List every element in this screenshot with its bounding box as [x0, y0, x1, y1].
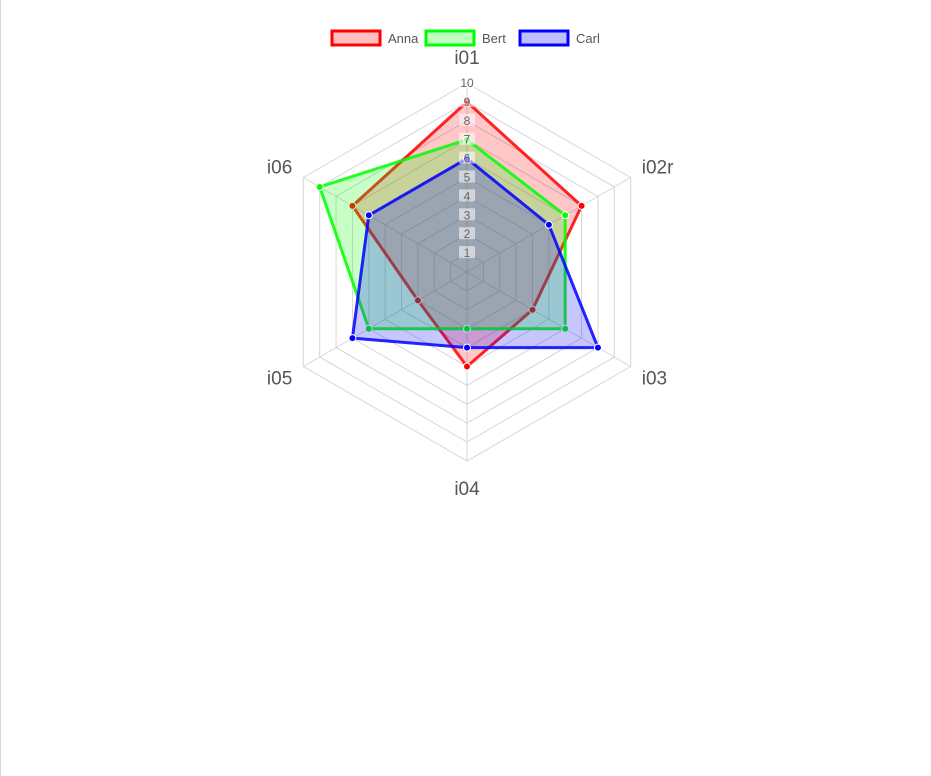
axis-label-i04: i04 — [454, 479, 480, 500]
data-point-carl-i06[interactable] — [364, 211, 373, 220]
tick-backdrop-5 — [459, 170, 475, 183]
data-point-anna-i05[interactable] — [413, 296, 422, 305]
data-point-bert-i02r[interactable] — [561, 211, 570, 220]
data-point-carl-i02r[interactable] — [544, 220, 553, 229]
tick-backdrop-6 — [459, 151, 475, 164]
legend-swatch-anna — [330, 29, 382, 47]
spoke-i03 — [466, 271, 631, 367]
data-point-bert-i03[interactable] — [561, 324, 570, 333]
tick-label-6: 6 — [464, 152, 471, 166]
axis-label-i02r: i02r — [642, 158, 674, 179]
tick-backdrop-3 — [459, 208, 475, 221]
tick-backdrop-10 — [459, 76, 475, 88]
axis-label-i01: i01 — [454, 48, 479, 69]
legend-item-carl[interactable]: Carl — [518, 29, 600, 47]
tick-backdrop-1 — [459, 246, 475, 259]
tick-backdrop-4 — [459, 189, 475, 202]
legend-label-bert: Bert — [482, 31, 506, 46]
tick-label-2: 2 — [464, 227, 471, 241]
radar-series — [315, 97, 602, 371]
data-point-carl-i03[interactable] — [593, 343, 602, 352]
data-point-anna-i04[interactable] — [463, 362, 471, 371]
axis-label-i05: i05 — [267, 369, 292, 390]
legend-swatch-bert — [424, 29, 476, 47]
tick-label-9: 9 — [464, 95, 471, 109]
spoke-i06 — [303, 177, 468, 273]
tick-backdrop-2 — [459, 227, 475, 240]
data-point-bert-i06[interactable] — [315, 182, 324, 191]
data-point-carl-i04[interactable] — [463, 343, 471, 352]
tick-label-3: 3 — [464, 208, 471, 222]
tick-label-5: 5 — [464, 171, 471, 185]
legend-label-anna: Anna — [388, 31, 419, 46]
tick-label-8: 8 — [464, 114, 471, 128]
tick-label-4: 4 — [464, 189, 471, 203]
legend-label-carl: Carl — [576, 31, 600, 46]
legend-swatch-carl — [518, 29, 570, 47]
legend-item-anna[interactable]: Anna — [330, 29, 419, 47]
tick-backdrop-9 — [459, 94, 475, 107]
tick-backdrop-7 — [459, 132, 475, 145]
axis-label-i03: i03 — [642, 369, 667, 390]
legend-item-bert[interactable]: Bert — [424, 29, 506, 47]
data-point-anna-i02r[interactable] — [577, 201, 586, 210]
data-point-bert-i05[interactable] — [364, 324, 373, 333]
data-point-anna-i06[interactable] — [348, 201, 357, 210]
tick-label-1: 1 — [464, 246, 471, 260]
tick-label-10: 10 — [460, 76, 474, 90]
data-point-anna-i03[interactable] — [528, 305, 537, 314]
tick-label-7: 7 — [464, 133, 471, 147]
spoke-i05 — [303, 271, 468, 367]
axis-label-i06: i06 — [267, 158, 292, 179]
data-point-bert-i04[interactable] — [463, 324, 471, 333]
radial-ticks: 1 2 3 4 5 6 7 8 9 10 — [459, 76, 475, 260]
tick-backdrop-8 — [459, 113, 475, 126]
data-point-carl-i05[interactable] — [348, 334, 357, 343]
axis-labels: i01 i02r i03 i04 i05 i06 — [267, 48, 674, 500]
legend[interactable]: Anna Bert Carl — [330, 29, 600, 47]
